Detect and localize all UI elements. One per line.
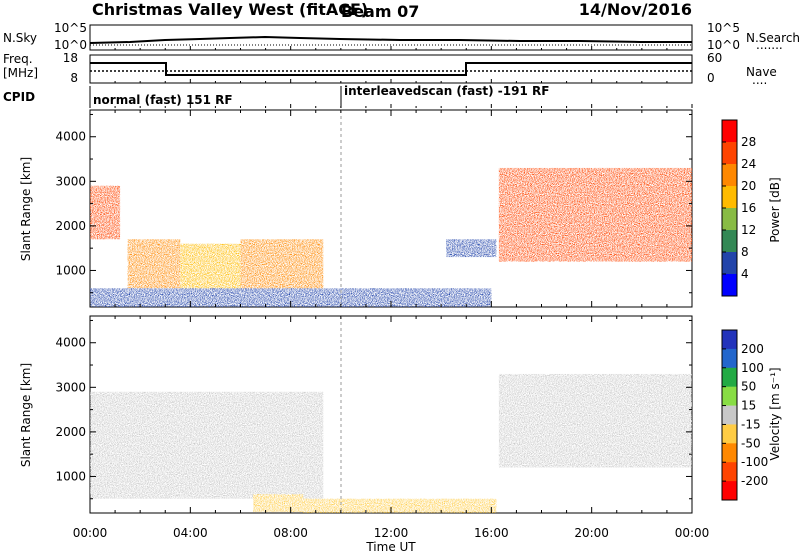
colorbar-swatch — [722, 274, 737, 297]
colorbar-swatch — [722, 164, 737, 187]
x-tick-label: 00:00 — [73, 526, 108, 540]
y-tick-label: 1000 — [55, 469, 86, 483]
noise-right-legend: ....... — [756, 38, 783, 52]
colorbar-tick-label: -200 — [741, 474, 768, 488]
colorbar-tick-label: 50 — [741, 380, 756, 394]
axes-layer: 4000 3000 2000 1000 4000 3000 2000 1000 00:00 04:… — [55, 46, 709, 540]
nave-right-label: Nave — [746, 65, 777, 79]
colorbar-swatch — [722, 230, 737, 253]
power-echo-region — [498, 167, 692, 262]
nave-right-tick-bottom: 0 — [707, 71, 715, 85]
noise-right-tick-bottom: 10^0 — [707, 38, 740, 52]
y-tick-label: 2000 — [55, 219, 86, 233]
colorbar-swatch — [722, 330, 737, 350]
noise-left-tick-top: 10^5 — [54, 21, 87, 35]
plot-title: Christmas Valley West (fitACF) — [92, 0, 368, 19]
colorbar-tick-label: 16 — [741, 201, 756, 215]
power-echo-region — [90, 185, 121, 240]
colorbar-swatch — [722, 348, 737, 369]
power-echo-region — [180, 243, 241, 293]
colorbar-tick-label: 15 — [741, 399, 756, 413]
velocity-echo-region — [253, 494, 304, 513]
colorbar-swatch — [722, 424, 737, 444]
colorbar-frame — [721, 329, 738, 501]
colorbar-tick-label: 8 — [741, 245, 749, 259]
beam-label: Beam 07 — [341, 2, 419, 21]
power-echo-layer — [90, 167, 692, 307]
cpid-label: CPID — [3, 90, 35, 104]
freq-label-line1: Freq. — [3, 52, 33, 66]
colorbar-tick-label: 24 — [741, 157, 756, 171]
noise-left-tick-bottom: 10^0 — [54, 38, 87, 52]
colorbar-swatch — [722, 186, 737, 209]
freq-left-tick-top: 18 — [63, 51, 78, 65]
y-tick-label: 2000 — [55, 425, 86, 439]
x-tick-label: 20:00 — [574, 526, 609, 540]
velocity-echo-region — [498, 373, 692, 468]
nave-right-tick-top: 60 — [707, 51, 722, 65]
freq-label-line2: [MHz] — [3, 66, 38, 80]
x-tick-label: 08:00 — [273, 526, 308, 540]
freq-left-tick-bottom: 8 — [70, 71, 78, 85]
colorbar-tick-label: 28 — [741, 135, 756, 149]
colorbar-swatch — [722, 208, 737, 231]
colorbar-tick-label: -50 — [741, 436, 761, 450]
colorbar-swatch — [722, 120, 737, 143]
velocity-echo-region — [90, 391, 324, 499]
colorbar-swatch — [722, 252, 737, 275]
colorbar-swatch — [722, 142, 737, 165]
cpid-segment-1: normal (fast) 151 RF — [93, 93, 233, 107]
velocity-colorbar: 200 100 50 15 -15 -50 -100 -200 — [721, 329, 768, 501]
y-tick-label: 4000 — [55, 130, 86, 144]
x-tick-label: 12:00 — [374, 526, 409, 540]
date-label: 14/Nov/2016 — [579, 0, 692, 19]
nave-right-legend: .... — [752, 73, 767, 87]
power-colorbar-label: Power [dB] — [768, 177, 782, 242]
y-tick-label: 4000 — [55, 336, 86, 350]
colorbar-tick-label: 200 — [741, 342, 764, 356]
freq-line — [90, 62, 692, 76]
power-echo-region — [446, 239, 497, 258]
colorbar-tick-label: -100 — [741, 455, 768, 469]
noise-right-tick-top: 10^5 — [707, 21, 740, 35]
y-tick-label: 1000 — [55, 263, 86, 277]
colorbar-tick-label: 12 — [741, 223, 756, 237]
y-tick-label: 3000 — [55, 174, 86, 188]
power-echo-region — [127, 239, 181, 289]
colorbar-swatch — [722, 462, 737, 482]
noise-right-label: N.Search — [746, 31, 800, 45]
x-axis-label: Time UT — [365, 540, 416, 554]
colorbar-swatch — [722, 367, 737, 388]
y-tick-label: 3000 — [55, 380, 86, 394]
noise-sky-line — [89, 35, 692, 44]
power-colorbar: 28 24 20 16 12 8 4 — [721, 119, 756, 297]
cpid-segment-2: interleavedscan (fast) -191 RF — [344, 84, 549, 98]
velocity-echo-layer — [90, 373, 692, 513]
x-tick-label: 00:00 — [675, 526, 710, 540]
freq-panel-frame — [89, 54, 693, 84]
velocity-colorbar-label: Velocity [m s⁻¹] — [768, 367, 782, 460]
x-tick-label: 04:00 — [173, 526, 208, 540]
power-y-axis-label: Slant Range [km] — [19, 157, 33, 261]
colorbar-tick-label: 100 — [741, 361, 764, 375]
x-tick-label: 16:00 — [474, 526, 509, 540]
noise-left-label: N.Sky — [3, 31, 37, 45]
colorbar-swatch — [722, 481, 737, 501]
colorbar-swatch — [722, 443, 737, 463]
colorbar-tick-label: 4 — [741, 267, 749, 281]
velocity-echo-region — [303, 498, 497, 513]
velocity-y-axis-label: Slant Range [km] — [19, 363, 33, 467]
colorbar-tick-label: -15 — [741, 417, 761, 431]
colorbar-swatch — [722, 405, 737, 425]
colorbar-tick-label: 20 — [741, 179, 756, 193]
colorbar-swatch — [722, 386, 737, 407]
